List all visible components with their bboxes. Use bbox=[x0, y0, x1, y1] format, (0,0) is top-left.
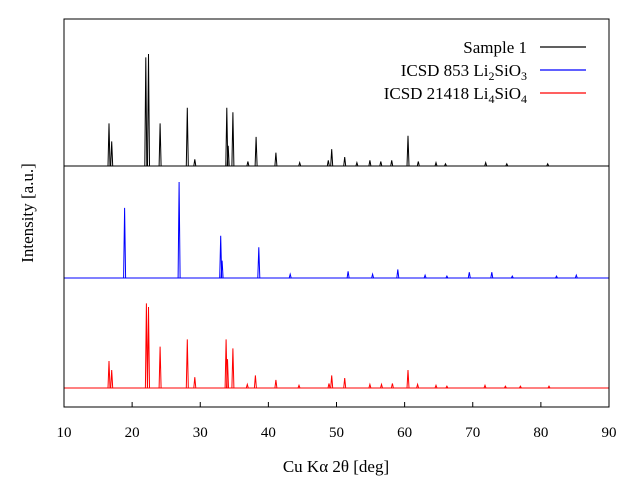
peak bbox=[110, 369, 114, 389]
peak bbox=[423, 273, 427, 279]
peak bbox=[445, 275, 449, 279]
peak bbox=[416, 382, 420, 389]
peak bbox=[231, 112, 235, 167]
series-2 bbox=[64, 181, 609, 279]
peak bbox=[158, 123, 162, 167]
peak bbox=[274, 379, 278, 389]
peak bbox=[219, 235, 223, 279]
peak bbox=[390, 383, 394, 389]
x-tick-label: 20 bbox=[125, 425, 140, 441]
x-tick-label: 60 bbox=[397, 425, 412, 441]
legend-label: Sample 1 bbox=[463, 38, 527, 57]
peak bbox=[144, 303, 148, 389]
peak bbox=[546, 162, 550, 167]
peak bbox=[406, 369, 410, 389]
x-tick-label: 70 bbox=[465, 425, 480, 441]
traces bbox=[64, 53, 609, 389]
peak bbox=[226, 145, 230, 167]
peak bbox=[110, 141, 114, 167]
peak bbox=[444, 162, 447, 167]
legend-label: ICSD 21418 Li4SiO4 bbox=[384, 84, 527, 106]
legend-label: ICSD 853 Li2SiO3 bbox=[401, 61, 527, 83]
peak bbox=[434, 160, 438, 167]
x-tick-label: 40 bbox=[261, 425, 276, 441]
peak bbox=[254, 136, 258, 167]
peak bbox=[406, 135, 410, 167]
peak bbox=[327, 383, 331, 389]
peak bbox=[144, 57, 148, 167]
x-axis-label: Cu Kα 2θ [deg] bbox=[283, 457, 389, 476]
peak bbox=[220, 260, 224, 279]
peak bbox=[226, 359, 229, 389]
peak bbox=[298, 160, 302, 167]
peak bbox=[185, 107, 189, 167]
peak bbox=[107, 360, 111, 389]
peak bbox=[434, 383, 438, 389]
peak bbox=[245, 382, 249, 389]
peak bbox=[505, 162, 509, 167]
peak bbox=[326, 160, 330, 167]
peak bbox=[123, 207, 127, 279]
x-tick-label: 90 bbox=[602, 425, 617, 441]
x-tick-label: 30 bbox=[193, 425, 208, 441]
peak bbox=[396, 269, 400, 279]
peak bbox=[185, 339, 189, 389]
peak bbox=[555, 275, 558, 279]
peak bbox=[246, 161, 250, 167]
peak bbox=[231, 348, 235, 389]
peak bbox=[177, 181, 181, 279]
peak bbox=[330, 149, 334, 167]
peak bbox=[379, 161, 383, 167]
series-1 bbox=[64, 53, 609, 167]
peak bbox=[330, 375, 334, 389]
peak bbox=[416, 161, 420, 167]
x-tick-label: 50 bbox=[329, 425, 344, 441]
peak bbox=[490, 272, 494, 279]
peak bbox=[574, 273, 578, 279]
peak bbox=[297, 383, 301, 389]
peak bbox=[225, 107, 229, 167]
peak bbox=[547, 385, 551, 389]
peak bbox=[147, 53, 150, 167]
peak bbox=[193, 159, 197, 167]
series-3 bbox=[64, 303, 609, 389]
peak bbox=[467, 272, 471, 279]
peak bbox=[253, 375, 257, 389]
y-axis-label: Intensity [a.u.] bbox=[18, 163, 37, 263]
peak bbox=[346, 271, 350, 279]
peak bbox=[355, 160, 359, 167]
peak bbox=[343, 378, 347, 389]
x-tick-label: 80 bbox=[533, 425, 548, 441]
peak bbox=[368, 160, 372, 167]
x-axis-ticks: 10 20 30 40 50 60 70 80 90 bbox=[57, 402, 617, 441]
peak bbox=[288, 272, 292, 279]
peak bbox=[274, 152, 278, 167]
peak bbox=[380, 382, 383, 389]
peak bbox=[510, 275, 514, 279]
peak bbox=[107, 123, 111, 167]
x-tick-label: 10 bbox=[57, 425, 72, 441]
peak bbox=[484, 160, 488, 167]
peak bbox=[368, 382, 372, 389]
peak bbox=[390, 160, 394, 167]
peak bbox=[445, 385, 449, 389]
peak bbox=[518, 385, 522, 389]
peak bbox=[371, 272, 375, 279]
peak bbox=[257, 247, 261, 279]
peak bbox=[503, 385, 507, 389]
peak bbox=[483, 383, 487, 389]
peak bbox=[147, 306, 150, 389]
peak bbox=[193, 377, 197, 389]
peak bbox=[158, 346, 162, 389]
peak bbox=[343, 156, 347, 167]
